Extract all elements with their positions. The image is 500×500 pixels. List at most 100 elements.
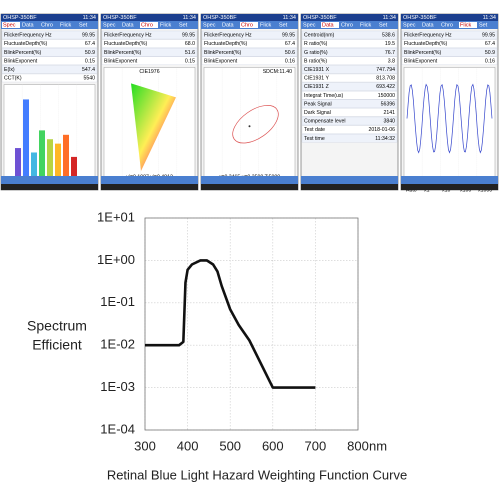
y-tick-label: 1E-04: [100, 421, 135, 436]
tab[interactable]: Chro: [41, 23, 53, 29]
row-label: BlinkExponent: [404, 58, 438, 64]
row-bg: [301, 65, 398, 74]
tab[interactable]: Chro: [441, 23, 453, 29]
row-value: 99.95: [182, 33, 195, 39]
tab[interactable]: Flick: [460, 23, 472, 29]
tab[interactable]: Spec: [403, 23, 416, 29]
row-value: 813.708: [376, 76, 395, 82]
footer-bar: [201, 176, 298, 184]
tab[interactable]: Chro: [141, 23, 153, 29]
tab[interactable]: Data: [222, 23, 235, 29]
range-option[interactable]: Auto: [406, 187, 417, 193]
row-bg: [301, 48, 398, 57]
row-value: 5540: [83, 76, 95, 82]
y-tick-label: 1E-02: [100, 337, 135, 352]
row-value: 76.7: [385, 50, 395, 56]
tab[interactable]: Set: [279, 23, 288, 29]
row-label: Test time: [304, 136, 325, 142]
row-label: BlinkPercent(%): [404, 50, 441, 56]
spectrum-band: [71, 156, 77, 179]
y-axis-label: Efficient: [32, 337, 82, 353]
row-label: BlinkPercent(%): [104, 50, 141, 56]
tab[interactable]: Flick: [360, 23, 372, 29]
clock: 11:34: [383, 15, 396, 21]
row-value: 0.15: [85, 58, 95, 64]
row-bg: [101, 39, 198, 48]
row-value: 19.5: [385, 41, 395, 47]
device-screen: OHSP-350BF 11:34 Spec Data Chro Flick Set Centr…: [300, 13, 399, 191]
device-screen: OHSP-350BF 11:34 Spec Data Chro Flick Set Flick…: [200, 13, 299, 191]
tab[interactable]: Set: [179, 23, 188, 29]
row-bg: [301, 99, 398, 108]
row-value: 2018-01-06: [368, 127, 395, 133]
tab[interactable]: Spec: [303, 23, 316, 29]
curve: [145, 259, 316, 389]
row-bg: [301, 134, 398, 143]
status-bar: [1, 14, 98, 21]
row-label: FlickerFrequency Hz: [4, 33, 52, 39]
row-bg: [1, 30, 98, 40]
device-screen: OHSP-350BF 11:34 Spec Data Chro Flick Set Flick…: [0, 13, 99, 191]
row-label: Test date: [304, 127, 325, 133]
y-tick-label: 1E+01: [97, 209, 135, 224]
tab[interactable]: Chro: [341, 23, 353, 29]
tab[interactable]: Set: [79, 23, 88, 29]
row-label: BlinkPercent(%): [204, 50, 241, 56]
tab[interactable]: Spec: [203, 23, 216, 29]
tab[interactable]: Data: [22, 23, 35, 29]
tab[interactable]: Spec: [3, 23, 16, 29]
range-option[interactable]: x1000: [478, 187, 492, 193]
tab[interactable]: Set: [479, 23, 488, 29]
row-label: R ratio(%): [304, 41, 328, 47]
tab[interactable]: Flick: [60, 23, 72, 29]
row-value: 538.6: [382, 33, 395, 39]
range-option[interactable]: x100: [460, 187, 471, 193]
row-label: FlickerFrequency Hz: [104, 33, 152, 39]
tab-bar: [301, 21, 398, 29]
tab[interactable]: Chro: [241, 23, 253, 29]
button-bar: [401, 184, 498, 190]
tab[interactable]: Flick: [260, 23, 272, 29]
status-bar: [101, 14, 198, 21]
tab[interactable]: Spec: [103, 23, 116, 29]
row-bg: [401, 39, 498, 48]
row-value: 547.4: [82, 67, 95, 73]
tab[interactable]: Data: [422, 23, 435, 29]
row-label: E(lx): [4, 67, 15, 73]
row-value: 747.794: [376, 67, 395, 73]
status-bar: [401, 14, 498, 21]
range-option[interactable]: x10: [442, 187, 450, 193]
row-label: Dark Signal: [304, 110, 331, 116]
spectrum-band: [39, 130, 45, 179]
spectrum-band: [47, 139, 53, 179]
plot-area: [203, 67, 296, 182]
row-value: 0.16: [285, 58, 295, 64]
status-bar: [201, 14, 298, 21]
row-bg: [1, 73, 98, 83]
row-label: CIE1931 Z: [304, 84, 329, 90]
row-bg: [401, 56, 498, 65]
row-bg: [301, 91, 398, 100]
tab[interactable]: Flick: [160, 23, 172, 29]
tab[interactable]: Set: [379, 23, 388, 29]
row-bg: [101, 56, 198, 65]
row-value: 51.6: [185, 50, 195, 56]
row-label: Integrat Time(us): [304, 93, 343, 99]
row-value: 99.95: [482, 33, 495, 39]
row-bg: [1, 48, 98, 57]
tab[interactable]: Data: [122, 23, 135, 29]
button-bar: [1, 184, 98, 190]
footer-bar: [101, 176, 198, 184]
row-value: 67.4: [285, 41, 295, 47]
device-name: OHSP-350BF: [303, 15, 337, 21]
active-tab: [240, 22, 258, 28]
row-label: B ratio(%): [304, 58, 327, 64]
tab-bar: [1, 21, 98, 29]
range-option[interactable]: x1: [424, 187, 430, 193]
plot-title: SDCM:11.40: [263, 69, 292, 75]
row-label: G ratio(%): [304, 50, 328, 56]
row-label: FluctuateDepth(%): [104, 41, 148, 47]
tab[interactable]: Data: [322, 23, 335, 29]
clock: 11:34: [283, 15, 296, 21]
chart-title: Retinal Blue Light Hazard Weighting Func…: [107, 467, 407, 482]
